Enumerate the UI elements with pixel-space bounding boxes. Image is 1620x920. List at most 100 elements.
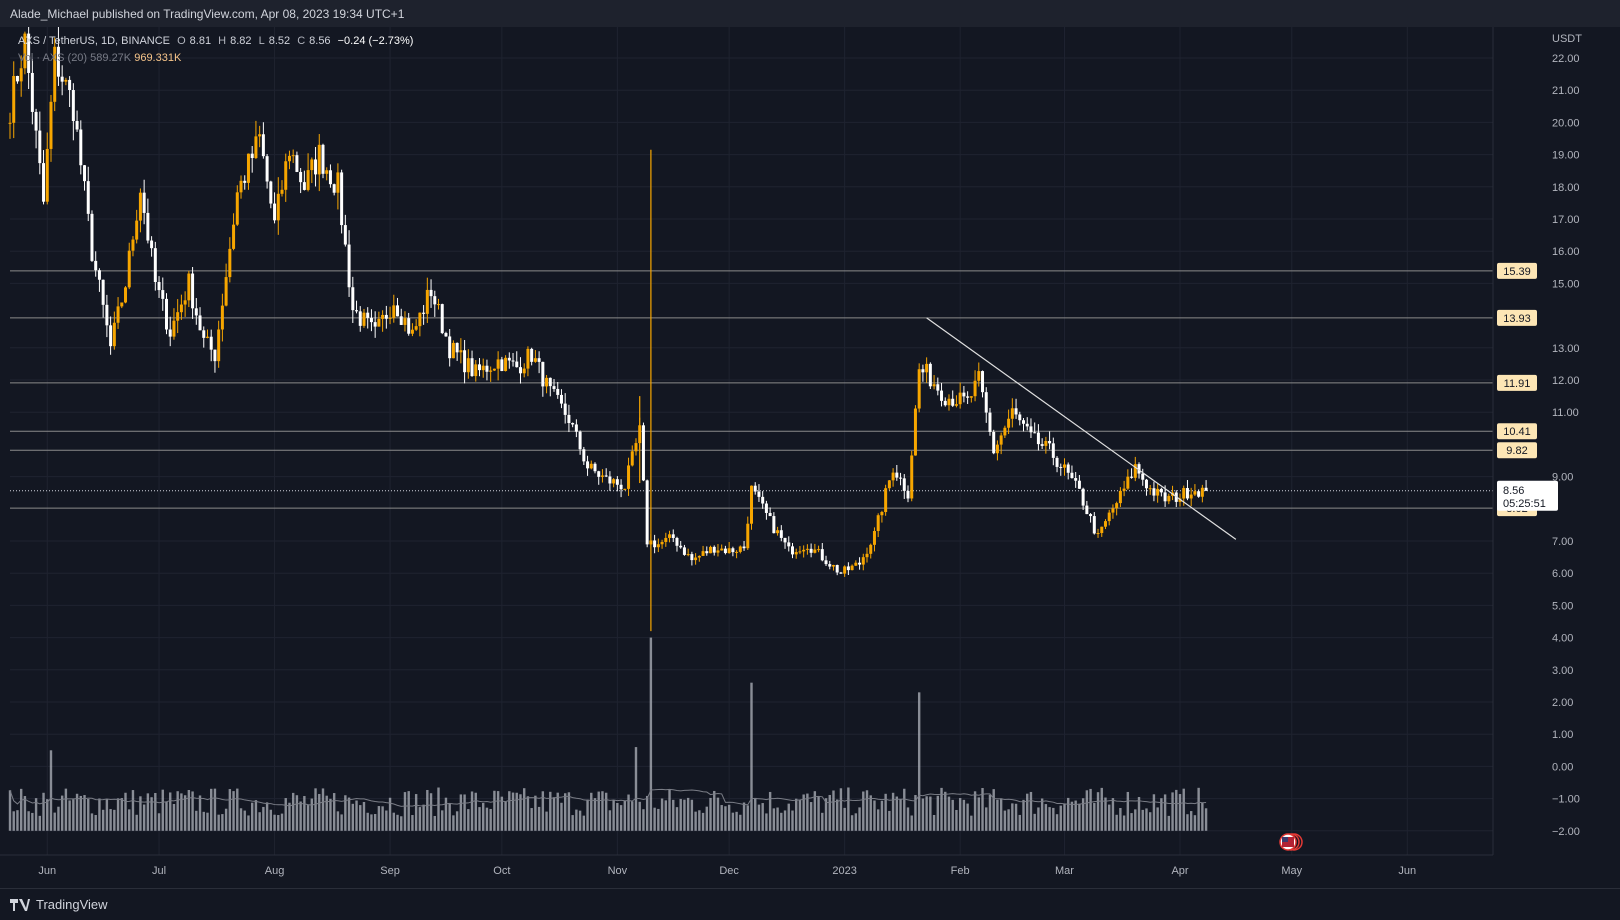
volume-bar bbox=[1145, 808, 1148, 831]
volume-bar bbox=[705, 806, 708, 831]
candle-body bbox=[1025, 423, 1029, 427]
candle-body bbox=[917, 369, 921, 409]
candle-body bbox=[232, 224, 236, 249]
volume-bar bbox=[224, 808, 228, 831]
candle-body bbox=[336, 172, 340, 193]
volume-bar bbox=[325, 795, 328, 831]
candle-body bbox=[1189, 494, 1193, 499]
volume-bar bbox=[768, 791, 772, 831]
candle-body bbox=[802, 549, 806, 552]
volume-bar bbox=[806, 793, 809, 831]
trendline[interactable] bbox=[926, 317, 1237, 540]
time-axis[interactable]: Jun Jul Aug Sep Oct Nov Dec 2023 Feb Mar Apr May Jun bbox=[0, 854, 1493, 877]
candle-body bbox=[846, 566, 850, 571]
candle-body bbox=[977, 371, 981, 381]
candle-body bbox=[381, 314, 385, 319]
candle-body bbox=[571, 423, 575, 425]
volume-bar bbox=[932, 814, 936, 831]
candle-body bbox=[515, 361, 519, 368]
candle-body bbox=[947, 398, 951, 406]
volume-bar bbox=[739, 814, 742, 831]
volume-bar bbox=[1163, 794, 1167, 831]
volume-bar bbox=[455, 811, 459, 831]
flag-icon[interactable] bbox=[1279, 833, 1303, 851]
candle-body bbox=[205, 336, 209, 338]
candle-body bbox=[384, 314, 388, 319]
volume-bar bbox=[1126, 791, 1130, 831]
candle-body bbox=[757, 491, 761, 497]
price-chart[interactable]: 22.00 21.00 20.00 19.00 18.00 17.00 16.00 15.00… bbox=[0, 27, 1620, 888]
volume-bar bbox=[68, 800, 71, 831]
candle-body bbox=[1081, 488, 1085, 506]
volume-bar bbox=[623, 800, 627, 831]
candle-body bbox=[418, 312, 422, 327]
price-axis[interactable]: 22.00 21.00 20.00 19.00 18.00 17.00 16.00 15.00… bbox=[1492, 27, 1580, 855]
candle-body bbox=[537, 358, 541, 362]
volume-bar bbox=[262, 806, 265, 831]
volume-bar bbox=[657, 808, 660, 831]
volume-bar bbox=[709, 797, 712, 831]
volume-bar bbox=[98, 798, 101, 831]
candle-body bbox=[992, 431, 996, 454]
symbol-label[interactable]: AXS / TetherUS, 1D, BINANCE bbox=[18, 35, 171, 47]
volume-bar bbox=[146, 793, 150, 831]
volume-bar bbox=[858, 807, 861, 831]
volume-bar bbox=[936, 795, 940, 831]
volume-bar bbox=[1111, 798, 1115, 831]
candle-body bbox=[1148, 488, 1152, 490]
volume-bar bbox=[1007, 809, 1010, 831]
candle-body bbox=[548, 377, 552, 387]
candle-body bbox=[276, 193, 280, 221]
volume-bar bbox=[221, 814, 224, 831]
volume-bar bbox=[392, 812, 395, 831]
candle-body bbox=[586, 461, 590, 469]
candle-body bbox=[727, 548, 731, 554]
y-tick-label: 17.00 bbox=[1552, 214, 1580, 226]
volume-bar bbox=[612, 800, 615, 831]
volume-bar bbox=[504, 801, 507, 831]
volume-bar bbox=[1093, 802, 1096, 831]
volume-bar bbox=[653, 807, 656, 831]
volume-bar bbox=[470, 791, 474, 831]
candle-body bbox=[138, 192, 142, 221]
candle-body bbox=[723, 548, 727, 554]
volume-bar bbox=[403, 792, 407, 831]
volume-bar bbox=[1186, 814, 1189, 831]
volume-bar bbox=[888, 810, 891, 831]
volume-bar bbox=[597, 791, 600, 831]
volume-bar bbox=[791, 810, 794, 831]
candle-body bbox=[131, 239, 135, 251]
volume-bar bbox=[142, 804, 146, 831]
volume-bar bbox=[329, 798, 332, 831]
candle-body bbox=[619, 484, 623, 490]
candle-body bbox=[910, 455, 914, 499]
candle-body bbox=[690, 554, 694, 561]
volume-bar bbox=[27, 811, 30, 831]
volume-bar bbox=[757, 804, 761, 831]
volume-bar bbox=[951, 799, 954, 831]
trend-line bbox=[926, 317, 1237, 540]
candle-body bbox=[932, 384, 936, 387]
tradingview-logo[interactable]: TradingView bbox=[10, 897, 108, 912]
candle-body bbox=[217, 329, 221, 362]
volume-bar bbox=[1175, 789, 1178, 831]
volume-bar bbox=[1018, 814, 1021, 831]
volume-bar bbox=[288, 802, 291, 831]
volume-ma-value: 969.331K bbox=[134, 52, 182, 64]
volume-bar bbox=[500, 796, 504, 831]
candle-body bbox=[559, 394, 563, 404]
candle-body bbox=[239, 180, 243, 193]
high-label: H bbox=[218, 35, 227, 47]
candle-body bbox=[433, 296, 437, 305]
volume-bar bbox=[60, 795, 64, 831]
volume-bar bbox=[362, 801, 366, 831]
volume-bar bbox=[355, 800, 358, 831]
candle-body bbox=[470, 358, 474, 377]
volume-bar bbox=[1197, 787, 1200, 831]
candle-body bbox=[1089, 514, 1093, 517]
volume-bar bbox=[444, 797, 448, 831]
candle-body bbox=[887, 480, 891, 489]
volume-label[interactable]: Vol · AXS (20) bbox=[18, 52, 88, 64]
candle-body bbox=[731, 548, 735, 553]
